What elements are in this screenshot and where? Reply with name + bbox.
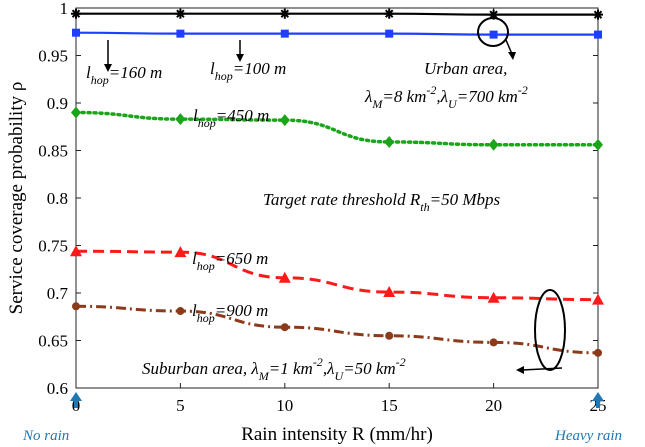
y-tick-label: 0.9 <box>47 94 68 113</box>
urban-ellipse <box>477 17 509 47</box>
series-line-urban-160 <box>76 12 598 16</box>
series-line-urban-450 <box>74 110 600 147</box>
urban-arrow <box>505 39 513 55</box>
hop-100-label: lhop=100 m <box>210 59 286 83</box>
data-point-urban-100 <box>176 29 185 38</box>
data-point-urban-100 <box>594 30 602 39</box>
no-rain-label: No rain <box>22 428 69 444</box>
suburban-area-label: Suburban area, λM=1 km-2,λU=50 km-2 <box>142 355 406 383</box>
data-point-suburban-900 <box>385 331 394 340</box>
target-rate-label: Target rate threshold Rth=50 Mbps <box>263 190 500 214</box>
x-tick-label: 20 <box>485 396 502 415</box>
data-point-urban-160 <box>593 9 603 20</box>
data-point-suburban-650 <box>383 286 396 298</box>
hop-160-arrowhead <box>104 64 112 72</box>
suburban-arrow <box>521 367 563 371</box>
urban-arrowhead <box>508 52 516 60</box>
data-point-urban-450 <box>175 113 186 126</box>
series-line-urban-100 <box>75 31 598 36</box>
data-point-urban-100 <box>280 29 289 38</box>
series-group <box>70 8 604 357</box>
hop-900-label: lhop=900 m <box>192 301 268 325</box>
data-point-suburban-900 <box>594 348 602 357</box>
data-point-urban-450 <box>488 138 499 151</box>
data-point-urban-450 <box>279 114 290 127</box>
data-point-suburban-650 <box>592 293 604 305</box>
no-rain-arrow-icon <box>70 392 82 408</box>
urban-area-line2: λM=8 km-2,λU=700 km-2 <box>364 83 528 111</box>
y-axis-title: Service coverage probability ρ <box>6 82 27 315</box>
y-tick-label: 0.75 <box>38 237 68 256</box>
y-tick-label: 1 <box>60 0 69 18</box>
data-point-urban-450 <box>384 135 395 148</box>
suburban-ellipse <box>534 289 566 371</box>
data-point-suburban-900 <box>72 302 80 311</box>
suburban-arrowhead <box>516 366 524 374</box>
hop-100-arrowhead <box>236 54 244 62</box>
x-axis-title: Rain intensity R (mm/hr) <box>241 424 433 445</box>
data-point-urban-100 <box>72 28 80 37</box>
heavy-rain-label: Heavy rain <box>554 428 622 444</box>
y-tick-label: 0.7 <box>47 284 69 303</box>
data-point-suburban-900 <box>280 323 289 332</box>
data-point-urban-160 <box>71 8 81 19</box>
data-point-suburban-650 <box>487 291 500 303</box>
y-tick-label: 0.65 <box>38 332 68 351</box>
data-point-urban-450 <box>71 106 81 119</box>
data-point-suburban-650 <box>278 271 291 283</box>
data-point-urban-160 <box>488 9 499 20</box>
data-point-suburban-900 <box>176 307 185 316</box>
heavy-rain-arrow-icon <box>592 392 604 408</box>
data-point-urban-160 <box>384 8 395 19</box>
data-point-suburban-650 <box>70 245 82 257</box>
x-tick-label: 15 <box>381 396 398 415</box>
hop-450-label: lhop=450 m <box>193 106 269 130</box>
data-point-suburban-900 <box>489 338 498 347</box>
y-tick-label: 0.95 <box>38 47 68 66</box>
urban-area-line1: Urban area, <box>424 59 507 78</box>
y-tick-label: 0.6 <box>47 379 68 398</box>
y-tick-label: 0.85 <box>38 142 68 161</box>
x-tick-label: 5 <box>176 396 185 415</box>
x-tick-label: 10 <box>276 396 293 415</box>
series-line-suburban-900 <box>75 304 599 355</box>
y-tick-label: 0.8 <box>47 189 68 208</box>
data-point-urban-160 <box>175 8 186 19</box>
axis-ticks: 05101520250.60.650.70.750.80.850.90.951 <box>38 0 606 415</box>
hop-650-label: lhop=650 m <box>192 249 268 273</box>
data-point-urban-160 <box>279 8 290 19</box>
data-point-suburban-650 <box>174 246 187 258</box>
data-point-urban-450 <box>593 138 603 151</box>
series-line-suburban-650 <box>75 249 599 302</box>
hop-160-label: lhop=160 m <box>86 63 162 87</box>
data-point-urban-100 <box>385 29 394 38</box>
data-point-urban-100 <box>489 30 498 39</box>
